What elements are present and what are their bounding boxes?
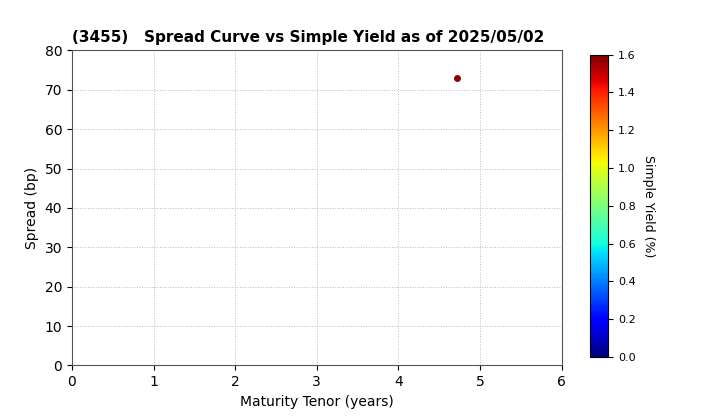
Y-axis label: Spread (bp): Spread (bp) <box>25 167 39 249</box>
Text: (3455)   Spread Curve vs Simple Yield as of 2025/05/02: (3455) Spread Curve vs Simple Yield as o… <box>72 30 544 45</box>
Y-axis label: Simple Yield (%): Simple Yield (%) <box>642 155 655 257</box>
X-axis label: Maturity Tenor (years): Maturity Tenor (years) <box>240 395 394 409</box>
Point <box>451 75 463 81</box>
